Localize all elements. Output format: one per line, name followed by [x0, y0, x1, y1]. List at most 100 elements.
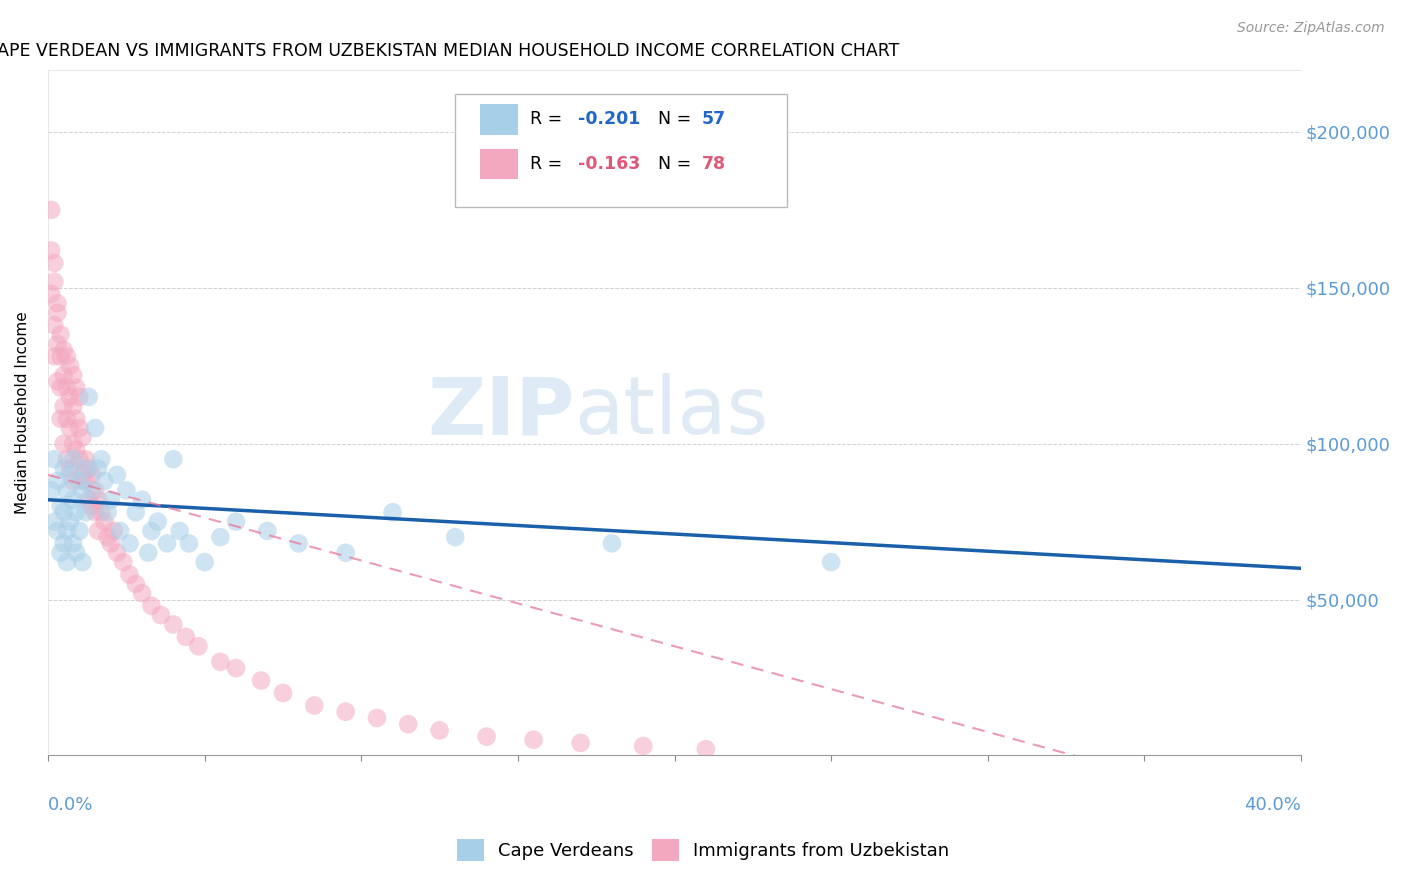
Point	[49, 350, 72, 364]
Point	[125, 505, 148, 519]
Point	[93, 474, 115, 488]
Point	[65, 546, 87, 560]
Text: ZIP: ZIP	[427, 374, 574, 451]
Point	[62, 536, 84, 550]
Point	[125, 577, 148, 591]
Point	[44, 515, 66, 529]
FancyBboxPatch shape	[481, 104, 517, 135]
Point	[77, 390, 100, 404]
Point	[46, 296, 69, 310]
Point	[44, 275, 66, 289]
Point	[80, 483, 103, 498]
Point	[77, 492, 100, 507]
Point	[49, 411, 72, 425]
Point	[75, 474, 97, 488]
Point	[569, 736, 592, 750]
Text: 57: 57	[702, 110, 727, 128]
Point	[49, 327, 72, 342]
Point	[56, 452, 79, 467]
Text: atlas: atlas	[574, 374, 769, 451]
Point	[162, 617, 184, 632]
Point	[105, 546, 128, 560]
Point	[631, 739, 654, 753]
Point	[59, 390, 82, 404]
Point	[77, 461, 100, 475]
Point	[72, 430, 94, 444]
Point	[80, 499, 103, 513]
Point	[118, 536, 141, 550]
Point	[44, 318, 66, 333]
Point	[149, 608, 172, 623]
Point	[44, 350, 66, 364]
Point	[156, 536, 179, 550]
Point	[131, 586, 153, 600]
Point	[271, 686, 294, 700]
Point	[97, 530, 120, 544]
Point	[39, 483, 62, 498]
Point	[65, 411, 87, 425]
Point	[46, 337, 69, 351]
Text: 0.0%: 0.0%	[48, 797, 93, 814]
Point	[46, 524, 69, 538]
Point	[475, 730, 498, 744]
Point	[97, 505, 120, 519]
Point	[366, 711, 388, 725]
Point	[44, 452, 66, 467]
Point	[209, 655, 232, 669]
Point	[65, 380, 87, 394]
Point	[80, 467, 103, 482]
Point	[287, 536, 309, 550]
Point	[52, 399, 75, 413]
Point	[56, 555, 79, 569]
Point	[46, 474, 69, 488]
Point	[444, 530, 467, 544]
Point	[396, 717, 419, 731]
Point	[177, 536, 200, 550]
Text: -0.201: -0.201	[578, 110, 640, 128]
Point	[381, 505, 404, 519]
Point	[250, 673, 273, 688]
Point	[49, 499, 72, 513]
Point	[46, 375, 69, 389]
Point	[62, 474, 84, 488]
Text: Source: ZipAtlas.com: Source: ZipAtlas.com	[1237, 21, 1385, 35]
Point	[131, 492, 153, 507]
Point	[225, 661, 247, 675]
Point	[62, 436, 84, 450]
Point	[52, 461, 75, 475]
Point	[62, 452, 84, 467]
Point	[87, 524, 110, 538]
Point	[72, 467, 94, 482]
Point	[72, 555, 94, 569]
Point	[335, 705, 357, 719]
Point	[522, 732, 544, 747]
FancyBboxPatch shape	[481, 148, 517, 179]
Text: N =: N =	[658, 154, 697, 172]
Point	[136, 546, 159, 560]
Point	[695, 742, 717, 756]
Point	[108, 524, 131, 538]
Point	[59, 359, 82, 373]
Point	[187, 640, 209, 654]
Point	[52, 436, 75, 450]
Point	[67, 474, 90, 488]
Point	[118, 567, 141, 582]
Point	[209, 530, 232, 544]
Point	[115, 483, 138, 498]
Point	[600, 536, 623, 550]
Point	[67, 452, 90, 467]
Point	[105, 467, 128, 482]
Text: -0.163: -0.163	[578, 154, 640, 172]
Point	[87, 461, 110, 475]
Point	[67, 421, 90, 435]
Point	[59, 467, 82, 482]
Point	[84, 483, 107, 498]
Point	[335, 546, 357, 560]
Point	[72, 483, 94, 498]
Point	[44, 256, 66, 270]
Point	[65, 442, 87, 457]
Point	[93, 515, 115, 529]
Point	[67, 390, 90, 404]
Point	[429, 723, 451, 738]
Legend: Cape Verdeans, Immigrants from Uzbekistan: Cape Verdeans, Immigrants from Uzbekista…	[447, 830, 959, 870]
